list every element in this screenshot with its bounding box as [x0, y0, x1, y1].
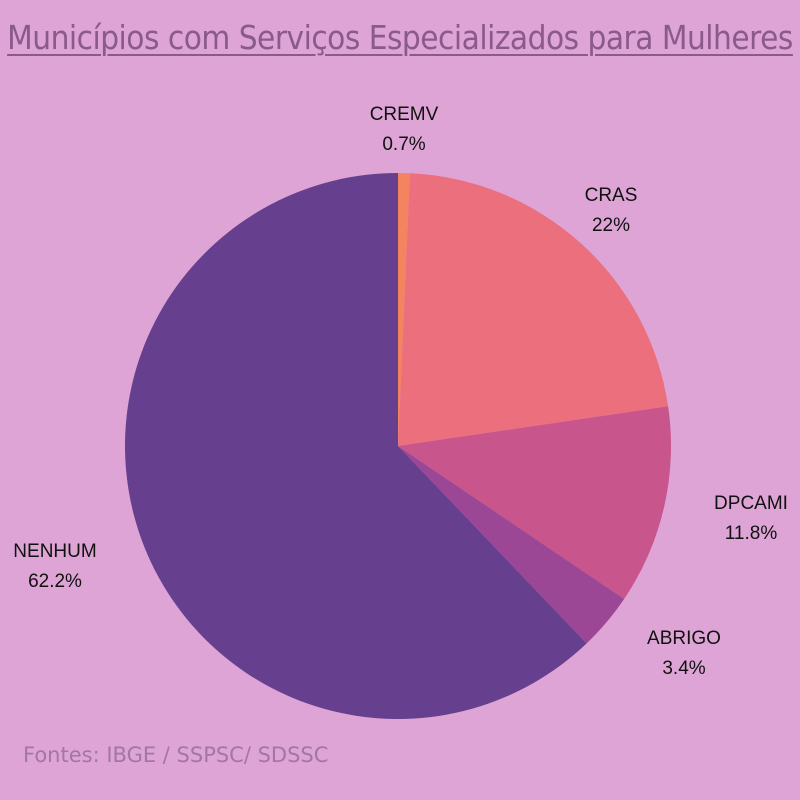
slice-value-nenhum: 62.2% [28, 571, 82, 592]
slice-value-cras: 22% [592, 215, 630, 236]
slice-label-cremv: CREMV [370, 104, 439, 125]
pie-slice-cras [398, 173, 669, 446]
slice-label-dpcami: DPCAMI [714, 493, 788, 514]
pie-labels: CREMV 0.7% CRAS 22% DPCAMI 11.8% ABRIGO 3.4% NEN… [13, 104, 788, 679]
pie-slice-abrigo [398, 446, 625, 644]
pie-slice-cremv [398, 173, 410, 446]
slice-value-dpcami: 11.8% [725, 523, 778, 544]
source-note: Fontes: IBGE / SSPSC/ SDSSC [23, 743, 329, 767]
slice-value-cremv: 0.7% [382, 134, 425, 155]
pie-slice-dpcami [398, 406, 671, 599]
slice-label-cras: CRAS [585, 185, 638, 206]
pie-slices [124, 173, 671, 719]
slice-label-nenhum: NENHUM [13, 541, 96, 562]
slice-label-abrigo: ABRIGO [647, 628, 721, 649]
chart-title: Municípios com Serviços Especializados p… [7, 18, 793, 57]
pie-slice-nenhum [124, 173, 587, 719]
slice-value-abrigo: 3.4% [662, 658, 705, 679]
